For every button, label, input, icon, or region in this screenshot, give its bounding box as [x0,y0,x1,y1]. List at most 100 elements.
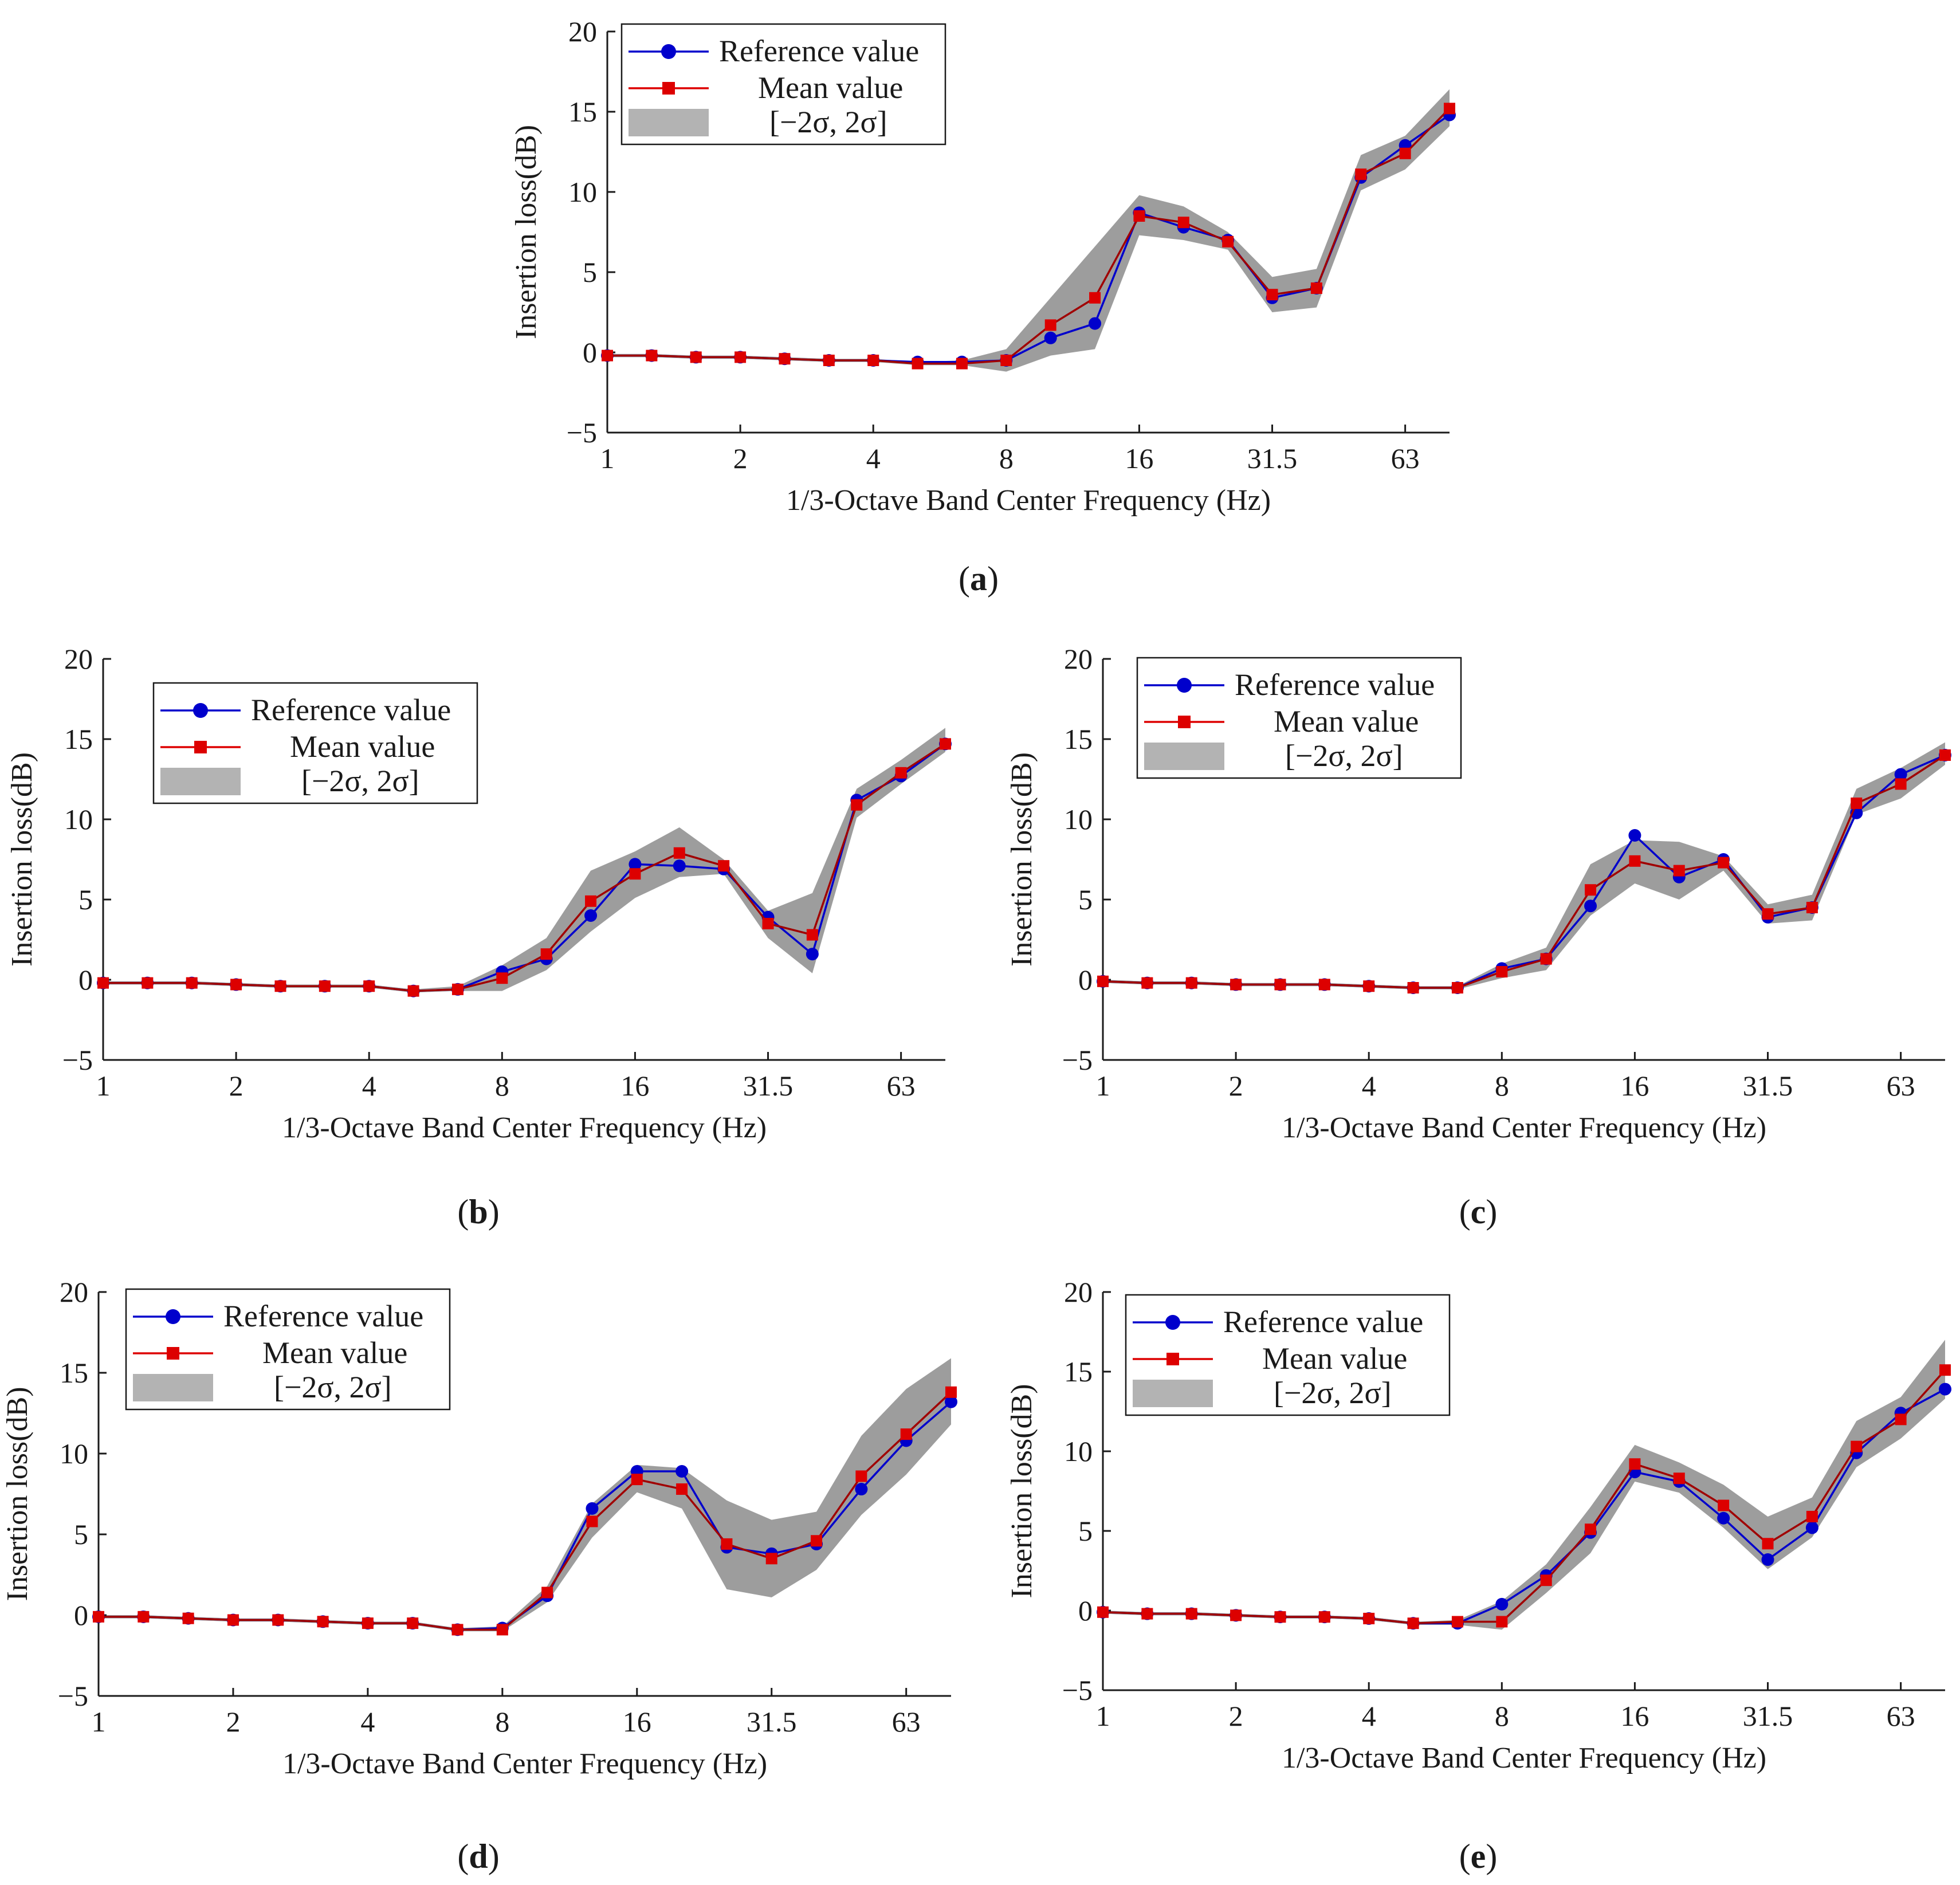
mean-point [1444,103,1455,114]
mean-point [1267,289,1278,300]
mean-point [763,918,774,929]
x-axis-title: 1/3-Octave Band Center Frequency (Hz) [282,1747,767,1780]
legend-reference-marker [1165,1315,1180,1330]
caption-open: ( [1459,1193,1471,1231]
legend-reference-label: Reference value [223,1299,423,1333]
x-tick-label: 1 [600,442,615,474]
mean-point [93,1611,104,1623]
legend-reference-marker [193,703,208,718]
caption-close: ) [987,560,999,598]
mean-point [1141,1608,1153,1620]
legend-band-swatch [133,1374,213,1401]
y-axis-title: Insertion loss(dB) [6,752,38,967]
y-tick-label: −5 [1062,1044,1093,1076]
mean-point [1895,778,1907,790]
mean-point [585,896,596,907]
x-tick-label: 31.5 [1743,1070,1793,1102]
legend: Reference valueMean value[−2σ, 2σ] [126,1289,450,1409]
legend-band-label: [−2σ, 2σ] [1285,739,1403,773]
legend: Reference valueMean value[−2σ, 2σ] [622,24,945,144]
x-tick-label: 2 [229,1070,243,1102]
panel-caption: (a) [959,560,999,598]
x-tick-label: 1 [1096,1070,1110,1102]
mean-point [1452,982,1463,993]
panel-caption: (e) [1459,1837,1498,1875]
mean-point [940,738,951,749]
x-axis-title: 1/3-Octave Band Center Frequency (Hz) [786,484,1271,517]
x-tick-label: 16 [1125,442,1153,474]
panel-caption: (c) [1459,1193,1498,1231]
mean-point [912,358,924,370]
mean-point [1363,980,1374,992]
legend-mean-marker [167,1347,179,1360]
mean-point [1629,1458,1640,1470]
x-tick-label: 8 [999,442,1014,474]
y-axis-title: Insertion loss(dB) [1005,1384,1038,1598]
y-tick-label: 5 [583,256,597,288]
mean-point [230,979,242,990]
x-tick-label: 4 [362,1070,376,1102]
mean-point [734,351,746,363]
y-tick-label: 15 [568,96,597,128]
mean-point [945,1387,957,1398]
mean-point [676,1483,688,1495]
mean-point [1408,982,1419,993]
mean-point [1585,1523,1596,1535]
reference-point [855,1483,867,1495]
caption-letter: a [970,560,987,598]
x-tick-label: 31.5 [747,1706,797,1738]
mean-point [1319,1611,1330,1623]
y-tick-label: 10 [568,176,597,208]
mean-point [408,985,419,997]
y-axis-title: Insertion loss(dB) [1,1387,34,1601]
reference-point [1584,900,1597,912]
legend-band-label: [−2σ, 2σ] [301,764,419,798]
mean-point [1186,977,1197,989]
mean-point [1230,979,1242,990]
y-tick-label: 10 [1064,1435,1093,1467]
y-tick-label: −5 [62,1044,93,1076]
y-axis-title: Insertion loss(dB) [1005,752,1038,967]
mean-point [1718,1500,1729,1511]
caption-open: ( [1459,1837,1471,1875]
x-tick-label: 63 [887,1070,916,1102]
mean-point [1400,148,1411,159]
reference-point [673,859,686,872]
x-tick-label: 2 [1229,1700,1243,1732]
reference-point [1806,1521,1818,1534]
mean-point [1585,884,1596,896]
x-tick-label: 16 [623,1706,651,1738]
mean-point [1133,210,1145,222]
x-axis-title: 1/3-Octave Band Center Frequency (Hz) [282,1112,767,1144]
x-tick-label: 8 [1495,1070,1509,1102]
mean-point [1851,1441,1862,1452]
y-tick-label: 5 [78,883,93,916]
mean-point [867,355,879,366]
mean-point [1629,855,1640,867]
legend-mean-marker [1178,716,1191,728]
mean-point [1541,953,1552,965]
mean-point [631,1474,643,1485]
reference-point [1044,332,1057,344]
y-tick-label: 15 [1064,1356,1093,1388]
x-tick-label: 31.5 [1743,1700,1793,1732]
mean-point [779,353,790,364]
legend-mean-marker [194,741,207,753]
mean-point [317,1616,329,1627]
mean-point [186,977,198,989]
caption-close: ) [488,1837,500,1875]
x-tick-label: 4 [360,1706,375,1738]
mean-point [1000,355,1012,366]
mean-point [602,350,613,362]
caption-letter: d [469,1837,488,1875]
reference-point [584,909,597,922]
mean-point [362,1617,374,1629]
legend-mean-label: Mean value [1262,1341,1407,1376]
legend-mean-label: Mean value [290,729,435,764]
reference-point [586,1502,598,1515]
x-tick-label: 31.5 [1247,442,1298,474]
x-tick-label: 8 [495,1070,509,1102]
reference-point [806,948,819,960]
reference-point [1717,1512,1730,1525]
